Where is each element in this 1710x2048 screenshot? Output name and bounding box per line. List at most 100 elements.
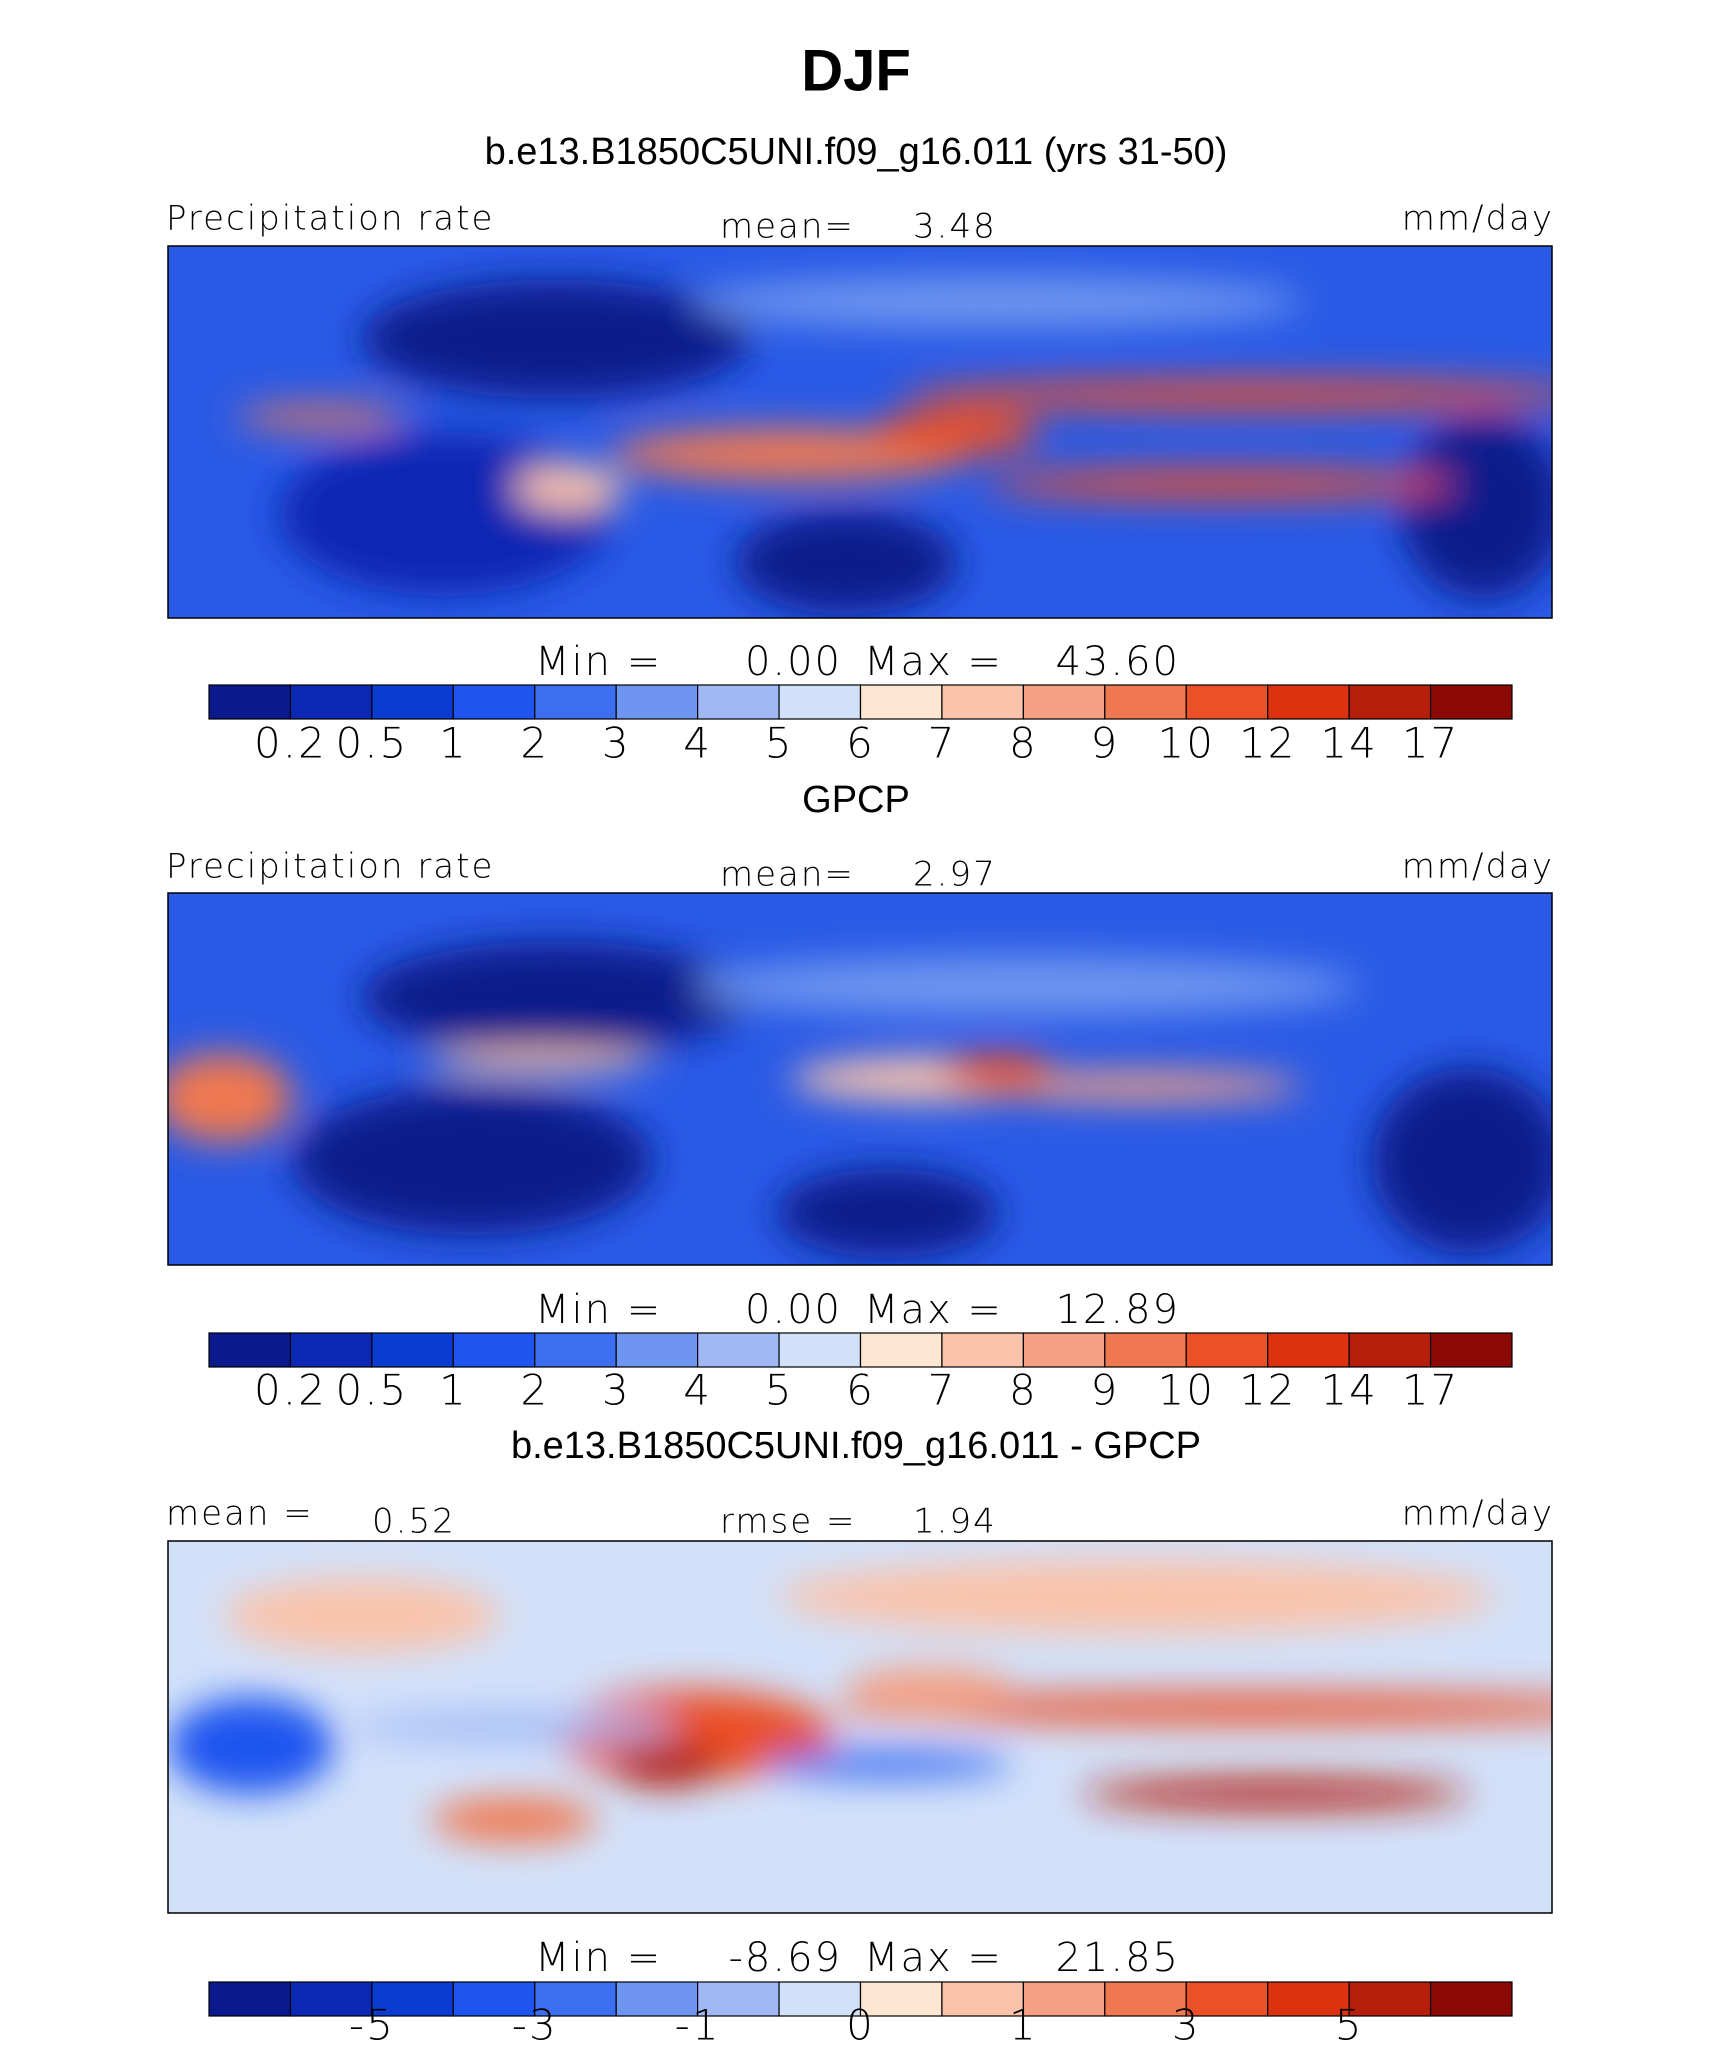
map-field — [168, 893, 1552, 1265]
map-blobs — [237, 275, 1552, 615]
colorbar-box — [1429, 1332, 1513, 1368]
colorbar-box — [534, 684, 617, 720]
max-value: 21.85 — [1055, 1935, 1180, 1981]
min-value: 0.00 — [745, 639, 842, 685]
units: mm/day — [1402, 1494, 1554, 1534]
colorbar-box — [1022, 684, 1106, 720]
colorbar-label: -5 — [349, 2001, 395, 2048]
colorbar-label: 12 — [1239, 1366, 1296, 1415]
colorbar-box — [1429, 1981, 1513, 2017]
colorbar-label: 10 — [1158, 1366, 1215, 1415]
map-blob — [846, 1667, 1013, 1713]
colorbar-label: 0.2 — [254, 719, 327, 768]
colorbar-box — [615, 684, 699, 720]
figure-title: DJF — [801, 38, 911, 103]
colorbar-box — [1104, 1332, 1187, 1368]
colorbar-label: 3 — [602, 1366, 631, 1415]
map-blob — [292, 1086, 653, 1236]
max-label: Max = — [864, 639, 1003, 685]
colorbar-box — [778, 684, 862, 720]
colorbar-box — [859, 1981, 943, 2017]
map-blob — [361, 941, 750, 1053]
colorbar-label: 17 — [1402, 1366, 1459, 1415]
colorbar-label: 8 — [1009, 719, 1038, 768]
colorbar-label: 14 — [1320, 719, 1377, 768]
map-blob — [347, 1712, 681, 1742]
map-frame — [167, 245, 1553, 619]
colorbar-box — [859, 684, 943, 720]
map-blob — [832, 1693, 1552, 1724]
colorbar-box — [1267, 1332, 1350, 1368]
colorbar-box — [534, 1981, 617, 2017]
colorbar-box — [1267, 684, 1350, 720]
map-blob — [693, 275, 1303, 328]
map-blob — [610, 1741, 722, 1787]
colorbar-label: 0.5 — [335, 719, 408, 768]
map-blob — [168, 1697, 335, 1794]
map-blob — [237, 405, 404, 429]
colorbar-label: 0.5 — [335, 1366, 408, 1415]
map-blob — [1081, 1779, 1469, 1809]
map-blob — [168, 1052, 293, 1143]
colorbar-label: 4 — [683, 719, 712, 768]
colorbar-box — [1185, 684, 1269, 720]
map-blob — [430, 1797, 598, 1843]
map-field — [168, 1541, 1552, 1913]
colorbar-label: 4 — [683, 1366, 712, 1415]
max-label: Max = — [864, 1287, 1003, 1333]
map-blob — [223, 1578, 501, 1653]
colorbar-box — [1104, 1981, 1187, 2017]
min-label: Min = — [535, 639, 662, 685]
left-label: Precipitation rate — [166, 199, 494, 239]
min-label: Min = — [535, 1935, 662, 1981]
colorbar-box — [208, 684, 292, 720]
min-label: Min = — [535, 1287, 662, 1333]
map-blob — [970, 1071, 1303, 1102]
colorbar-label: 0 — [846, 2001, 875, 2048]
colorbar-box — [371, 1981, 454, 2017]
colorbar-box — [1185, 1981, 1269, 2017]
colorbar-box — [697, 684, 780, 720]
map-blob — [776, 1168, 999, 1258]
min-value: -8.69 — [729, 1935, 843, 1981]
center-value: 3.48 — [913, 207, 997, 247]
left-label: mean = — [166, 1494, 314, 1534]
max-value: 43.60 — [1055, 639, 1180, 685]
colorbar-label: 14 — [1320, 1366, 1377, 1415]
colorbar-label: 2 — [520, 1366, 549, 1415]
colorbar-box — [534, 1332, 617, 1368]
colorbar-label: 6 — [846, 1366, 875, 1415]
colorbar-box — [941, 684, 1024, 720]
colorbar-box — [289, 1981, 373, 2017]
map-blob — [763, 1749, 1013, 1780]
map-blob — [984, 469, 1456, 499]
map-blob — [873, 409, 1040, 455]
map-blob — [735, 510, 957, 615]
colorbar-label: 17 — [1402, 719, 1459, 768]
colorbar-box — [859, 1332, 943, 1368]
colorbar-label: 12 — [1239, 719, 1296, 768]
colorbar-label: 8 — [1009, 1366, 1038, 1415]
panel-title: b.e13.B1850C5UNI.f09_g16.011 (yrs 31-50) — [485, 131, 1228, 173]
map-field — [168, 246, 1552, 618]
map-frame — [167, 892, 1553, 1266]
colorbar-box — [289, 684, 373, 720]
colorbar-label: 5 — [1335, 2001, 1364, 2048]
colorbar-label: 9 — [1090, 1366, 1119, 1415]
colorbar-box — [615, 1981, 699, 2017]
units: mm/day — [1402, 847, 1554, 887]
panel-title: b.e13.B1850C5UNI.f09_g16.011 - GPCP — [511, 1425, 1201, 1467]
colorbar-label: 5 — [765, 719, 794, 768]
colorbar-box — [208, 1981, 292, 2017]
colorbar-box — [1348, 1332, 1432, 1368]
colorbar-box — [1104, 684, 1187, 720]
colorbar-box — [1348, 684, 1432, 720]
colorbar-box — [778, 1332, 862, 1368]
colorbar-box — [1267, 1981, 1350, 2017]
left-label: Precipitation rate — [166, 847, 494, 887]
colorbar-box — [289, 1332, 373, 1368]
center-value: 2.97 — [913, 855, 997, 895]
center-label: mean= — [720, 855, 855, 895]
units: mm/day — [1402, 199, 1554, 239]
